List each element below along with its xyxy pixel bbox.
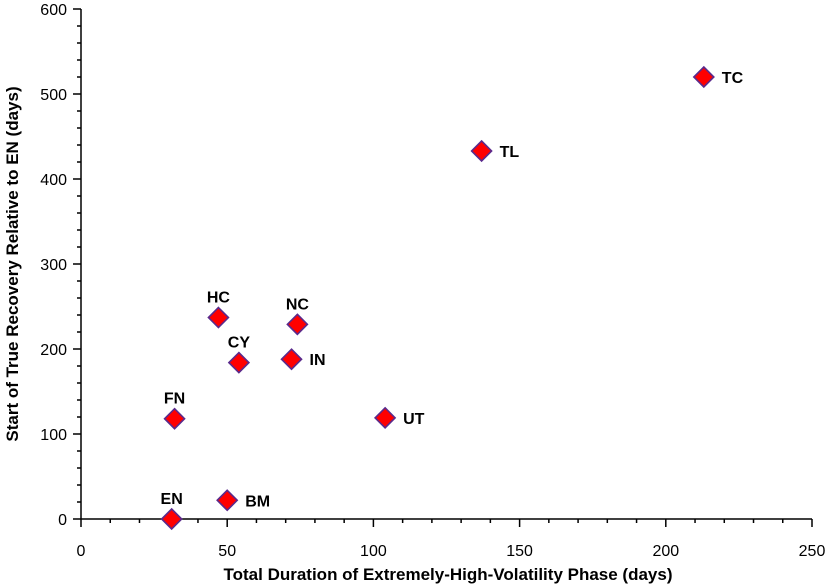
data-point-bm: [216, 489, 239, 512]
y-tick-label: 300: [40, 257, 67, 274]
x-axis-title: Total Duration of Extremely-High-Volatil…: [224, 565, 673, 584]
data-label-cy: CY: [228, 335, 251, 352]
data-label-en: EN: [161, 491, 183, 508]
data-point-hc: [207, 306, 230, 329]
x-tick-label: 200: [652, 543, 679, 560]
x-tick-label: 150: [506, 543, 533, 560]
data-label-tc: TC: [722, 70, 744, 87]
x-tick-label: 0: [77, 543, 86, 560]
y-tick-label: 200: [40, 342, 67, 359]
data-point-nc: [286, 313, 309, 336]
y-tick-label: 500: [40, 87, 67, 104]
data-point-ut: [373, 406, 397, 429]
y-tick-label: 100: [40, 427, 67, 444]
y-tick-label: 400: [40, 172, 67, 189]
data-label-hc: HC: [207, 290, 231, 307]
data-label-fn: FN: [164, 391, 185, 408]
data-label-tl: TL: [500, 144, 520, 161]
data-label-nc: NC: [286, 296, 310, 313]
data-points: EN BM FN CY HC IN NC UT TL TC: [160, 65, 744, 531]
data-point-in: [280, 348, 303, 371]
data-label-in: IN: [310, 352, 326, 369]
data-label-bm: BM: [245, 493, 270, 510]
data-point-cy: [227, 351, 251, 374]
data-point-en: [160, 507, 183, 531]
x-tick-label: 50: [218, 543, 236, 560]
y-tick-label: 0: [58, 512, 67, 529]
y-axis-title: Start of True Recovery Relative to EN (d…: [3, 86, 22, 441]
y-ticks: 0 100 200 300 400 500 600: [40, 2, 81, 529]
x-tick-label: 250: [799, 543, 826, 560]
data-label-ut: UT: [403, 411, 425, 428]
data-point-tc: [692, 65, 715, 89]
data-point-tl: [470, 139, 493, 163]
x-tick-label: 100: [360, 543, 387, 560]
x-ticks: 0 50 100 150 200 250: [77, 519, 826, 560]
data-point-fn: [163, 407, 186, 430]
y-tick-label: 600: [40, 2, 67, 19]
